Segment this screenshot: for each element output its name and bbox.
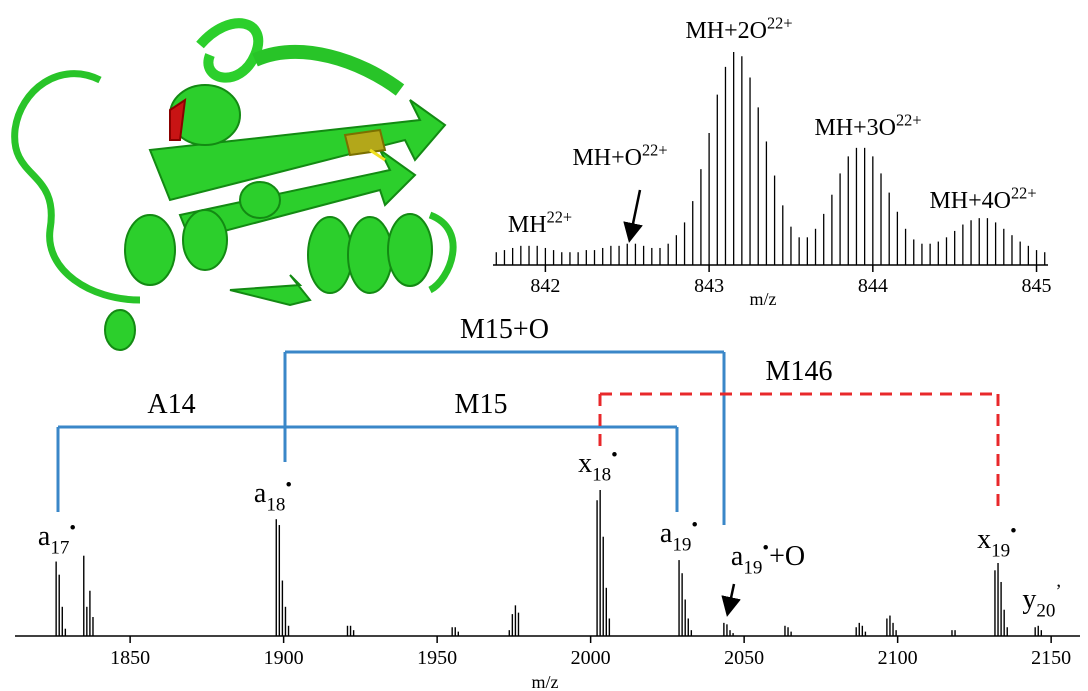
x-tick-label: 844 [858,275,888,297]
label-part: 22+ [547,207,573,226]
label-part: • [69,518,76,539]
peak-annotation: MH22+ [508,207,572,238]
x-tick-label: 842 [530,275,560,297]
bracket-label: A14 [147,389,195,420]
label-part: ’ [1055,581,1061,602]
figure: 842 843 844 845 m/z 1850 1900 1950 2000 2050 2100 2… [0,0,1088,691]
label-part: y [1022,584,1036,615]
label-part: • [1010,521,1017,542]
label-part: MH+2O [685,18,767,44]
peak-annotation: MH+2O22+ [685,13,792,44]
label-part: a [731,541,744,572]
x-axis-label: m/z [532,672,559,691]
peak-annotation: MH+3O22+ [814,110,921,141]
label-part: • [611,445,618,466]
peak-annotation: MH+O22+ [572,140,667,171]
x-tick-label: 845 [1022,275,1052,297]
label-part: 20 [1036,600,1055,621]
ion-label: a17• [38,518,76,559]
x-tick-label: 2150 [1031,647,1071,669]
label-part: 22+ [642,140,668,159]
x-tick-label: 2050 [724,647,764,669]
label-part: MH+3O [814,115,896,141]
label-part: • [285,475,292,496]
bracket [600,394,998,510]
label-part: MH [508,212,547,238]
label-part: +O [769,541,805,572]
label-part: 17 [50,537,69,558]
x-tick-label: 1950 [417,647,457,669]
ion-label: x19• [977,521,1017,562]
label-part: a [660,518,673,549]
peak-annotation: MH+4O22+ [929,183,1036,214]
x-tick-label: 1850 [110,647,150,669]
label-part: 18 [592,464,611,485]
label-part: a [254,478,267,509]
x-tick-label: 2100 [878,647,918,669]
ion-label: x18• [578,445,618,486]
ion-label: a19•+O [731,538,805,579]
bracket [58,427,285,512]
bracket-label: M15+O [460,314,549,345]
label-part: 19 [672,534,691,555]
label-part: 19 [743,557,762,578]
label-part: 22+ [767,13,793,32]
bracket [285,352,724,525]
ion-label: a19• [660,515,698,556]
x-tick-label: 843 [694,275,724,297]
bracket-label: M146 [766,356,833,387]
x-axis-label: m/z [750,289,777,309]
label-part: a [38,521,51,552]
bracket-label: M15 [455,389,508,420]
label-part: 18 [266,494,285,515]
arrow [728,584,734,612]
protein-structure [15,23,453,350]
label-part: • [762,538,769,559]
ion-label: y20’ [1022,581,1061,622]
x-tick-label: 1900 [264,647,304,669]
arrow [630,190,640,238]
label-part: x [578,448,592,479]
label-part: 22+ [1011,183,1037,202]
label-part: x [977,524,991,555]
label-part: • [691,515,698,536]
label-part: MH+4O [929,188,1011,214]
label-part: MH+O [572,145,642,171]
x-tick-label: 2000 [571,647,611,669]
ion-label: a18• [254,475,292,516]
bracket [285,427,677,512]
label-part: 22+ [896,110,922,129]
label-part: 19 [991,540,1010,561]
